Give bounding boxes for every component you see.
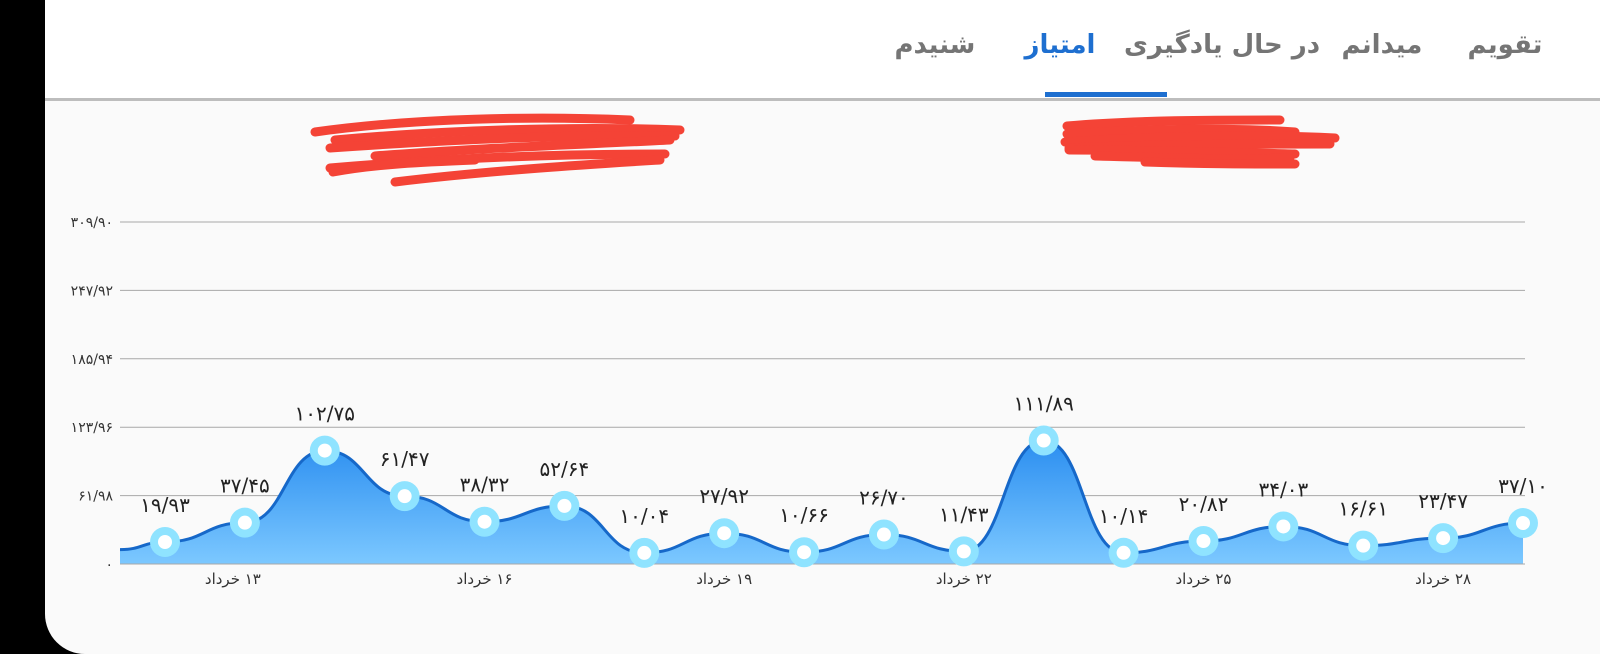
- x-tick-label: ۱۶ خرداد: [457, 570, 513, 588]
- tab-score[interactable]: امتیاز: [1024, 30, 1096, 60]
- tab-calendar[interactable]: تقویم: [1467, 30, 1543, 60]
- chart-card: تقویم میدانم در حال یادگیری امتیاز شنیدم: [45, 0, 1600, 654]
- data-label: ۱۰/۶۶: [779, 503, 829, 527]
- tab-heard[interactable]: شنیدم: [894, 30, 976, 60]
- data-point-center: [956, 544, 971, 559]
- score-area-chart: ۰ ۶۱/۹۸ ۱۲۳/۹۶ ۱۸۵/۹۴ ۲۴۷/۹۲ ۳۰۹/۹۰ ۱۳ خرداد ۱…: [71, 215, 1548, 588]
- y-tick-label: ۳۰۹/۹۰: [71, 215, 113, 231]
- data-label: ۵۲/۶۴: [540, 457, 590, 481]
- data-label: ۲۳/۴۷: [1418, 489, 1468, 513]
- x-tick-label: ۲۵ خرداد: [1175, 570, 1231, 588]
- y-tick-label: ۱۸۵/۹۴: [71, 352, 113, 368]
- data-label: ۲۰/۸۲: [1179, 492, 1229, 516]
- active-tab-indicator: [1045, 92, 1167, 97]
- y-tick-label: ۶۱/۹۸: [78, 489, 113, 505]
- tab-known[interactable]: میدانم: [1341, 30, 1423, 60]
- data-point-center: [237, 515, 252, 530]
- data-label: ۳۷/۱۰: [1498, 474, 1548, 498]
- y-tick-label: ۰: [105, 557, 113, 573]
- score-area: [120, 440, 1523, 564]
- data-label: ۲۷/۹۲: [699, 484, 749, 508]
- data-label: ۱۰۲/۷۵: [295, 402, 355, 426]
- data-point-center: [797, 545, 812, 560]
- data-point-center: [1036, 433, 1051, 448]
- data-label: ۱۰/۰۴: [619, 504, 669, 528]
- data-point-center: [1276, 519, 1291, 534]
- data-label: ۱۰/۱۴: [1099, 504, 1149, 528]
- y-tick-label: ۱۲۳/۹۶: [71, 420, 113, 436]
- data-label: ۳۴/۰۳: [1258, 477, 1308, 501]
- redaction-scribble-left: [310, 113, 685, 187]
- x-tick-label: ۲۲ خرداد: [936, 570, 992, 588]
- data-point-center: [1116, 545, 1131, 560]
- data-point-center: [557, 498, 572, 513]
- data-point-center: [637, 545, 652, 560]
- data-point-center: [1516, 516, 1530, 531]
- data-point-center: [1436, 531, 1451, 546]
- data-point-center: [876, 527, 891, 542]
- x-tick-label: ۱۳ خرداد: [205, 570, 261, 588]
- data-label: ۱۱۱/۸۹: [1013, 392, 1073, 416]
- data-point-center: [397, 489, 412, 504]
- data-point-center: [158, 535, 172, 550]
- data-point-center: [477, 514, 492, 529]
- redaction-scribble-right: [1060, 115, 1340, 169]
- data-label: ۱۹/۹۳: [140, 493, 190, 517]
- tab-bar: تقویم میدانم در حال یادگیری امتیاز شنیدم: [45, 0, 1600, 101]
- x-tick-label: ۲۸ خرداد: [1415, 570, 1471, 588]
- y-tick-label: ۲۴۷/۹۲: [71, 283, 113, 299]
- data-point-center: [717, 526, 732, 541]
- data-label: ۲۶/۷۰: [859, 486, 909, 510]
- x-tick-label: ۱۹ خرداد: [696, 570, 752, 588]
- data-point-center: [1196, 534, 1211, 549]
- data-label: ۳۸/۳۲: [460, 473, 510, 497]
- data-label: ۱۶/۶۱: [1338, 497, 1388, 521]
- data-label: ۱۱/۴۳: [939, 502, 989, 526]
- data-point-center: [1356, 538, 1371, 553]
- data-point-center: [317, 443, 332, 458]
- tab-learning[interactable]: در حال یادگیری: [1124, 30, 1321, 60]
- data-label: ۳۷/۴۵: [220, 474, 270, 498]
- data-label: ۶۱/۴۷: [380, 447, 430, 471]
